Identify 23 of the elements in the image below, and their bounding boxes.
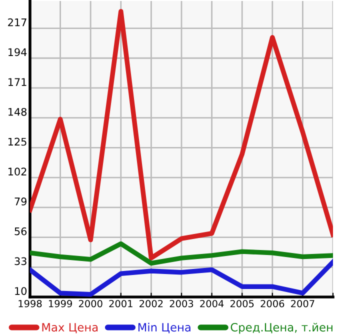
y-tick-label: 10	[15, 287, 27, 295]
legend-label: Max Цена	[42, 323, 98, 334]
x-tick-label: 2003	[170, 300, 194, 308]
x-tick-label: 2007	[291, 300, 314, 308]
y-tick-label: 194	[8, 48, 27, 56]
y-tick-label: 102	[8, 168, 26, 176]
y-tick-label: 56	[14, 227, 27, 236]
x-tick-label: 1999	[48, 300, 72, 308]
legend-label: Сред.Цена, т.йен	[230, 322, 332, 334]
legend-label: Min Цена	[138, 322, 190, 334]
y-tick-label: 148	[8, 108, 27, 116]
x-tick-label: 2005	[230, 300, 254, 308]
y-tick-label: 125	[8, 138, 26, 146]
x-tick-label: 2006	[260, 300, 284, 308]
x-tick-label: 2002	[140, 300, 163, 308]
y-tick-label: 217	[8, 18, 26, 26]
x-tick-label: 2004	[200, 300, 224, 308]
x-tick-label: 2001	[109, 300, 132, 308]
x-tick-label: 1998	[18, 300, 42, 308]
y-tick-label: 33	[14, 257, 26, 266]
y-tick-label: 79	[14, 198, 26, 206]
x-tick-label: 2000	[78, 300, 102, 308]
y-tick-label: 171	[8, 78, 26, 86]
